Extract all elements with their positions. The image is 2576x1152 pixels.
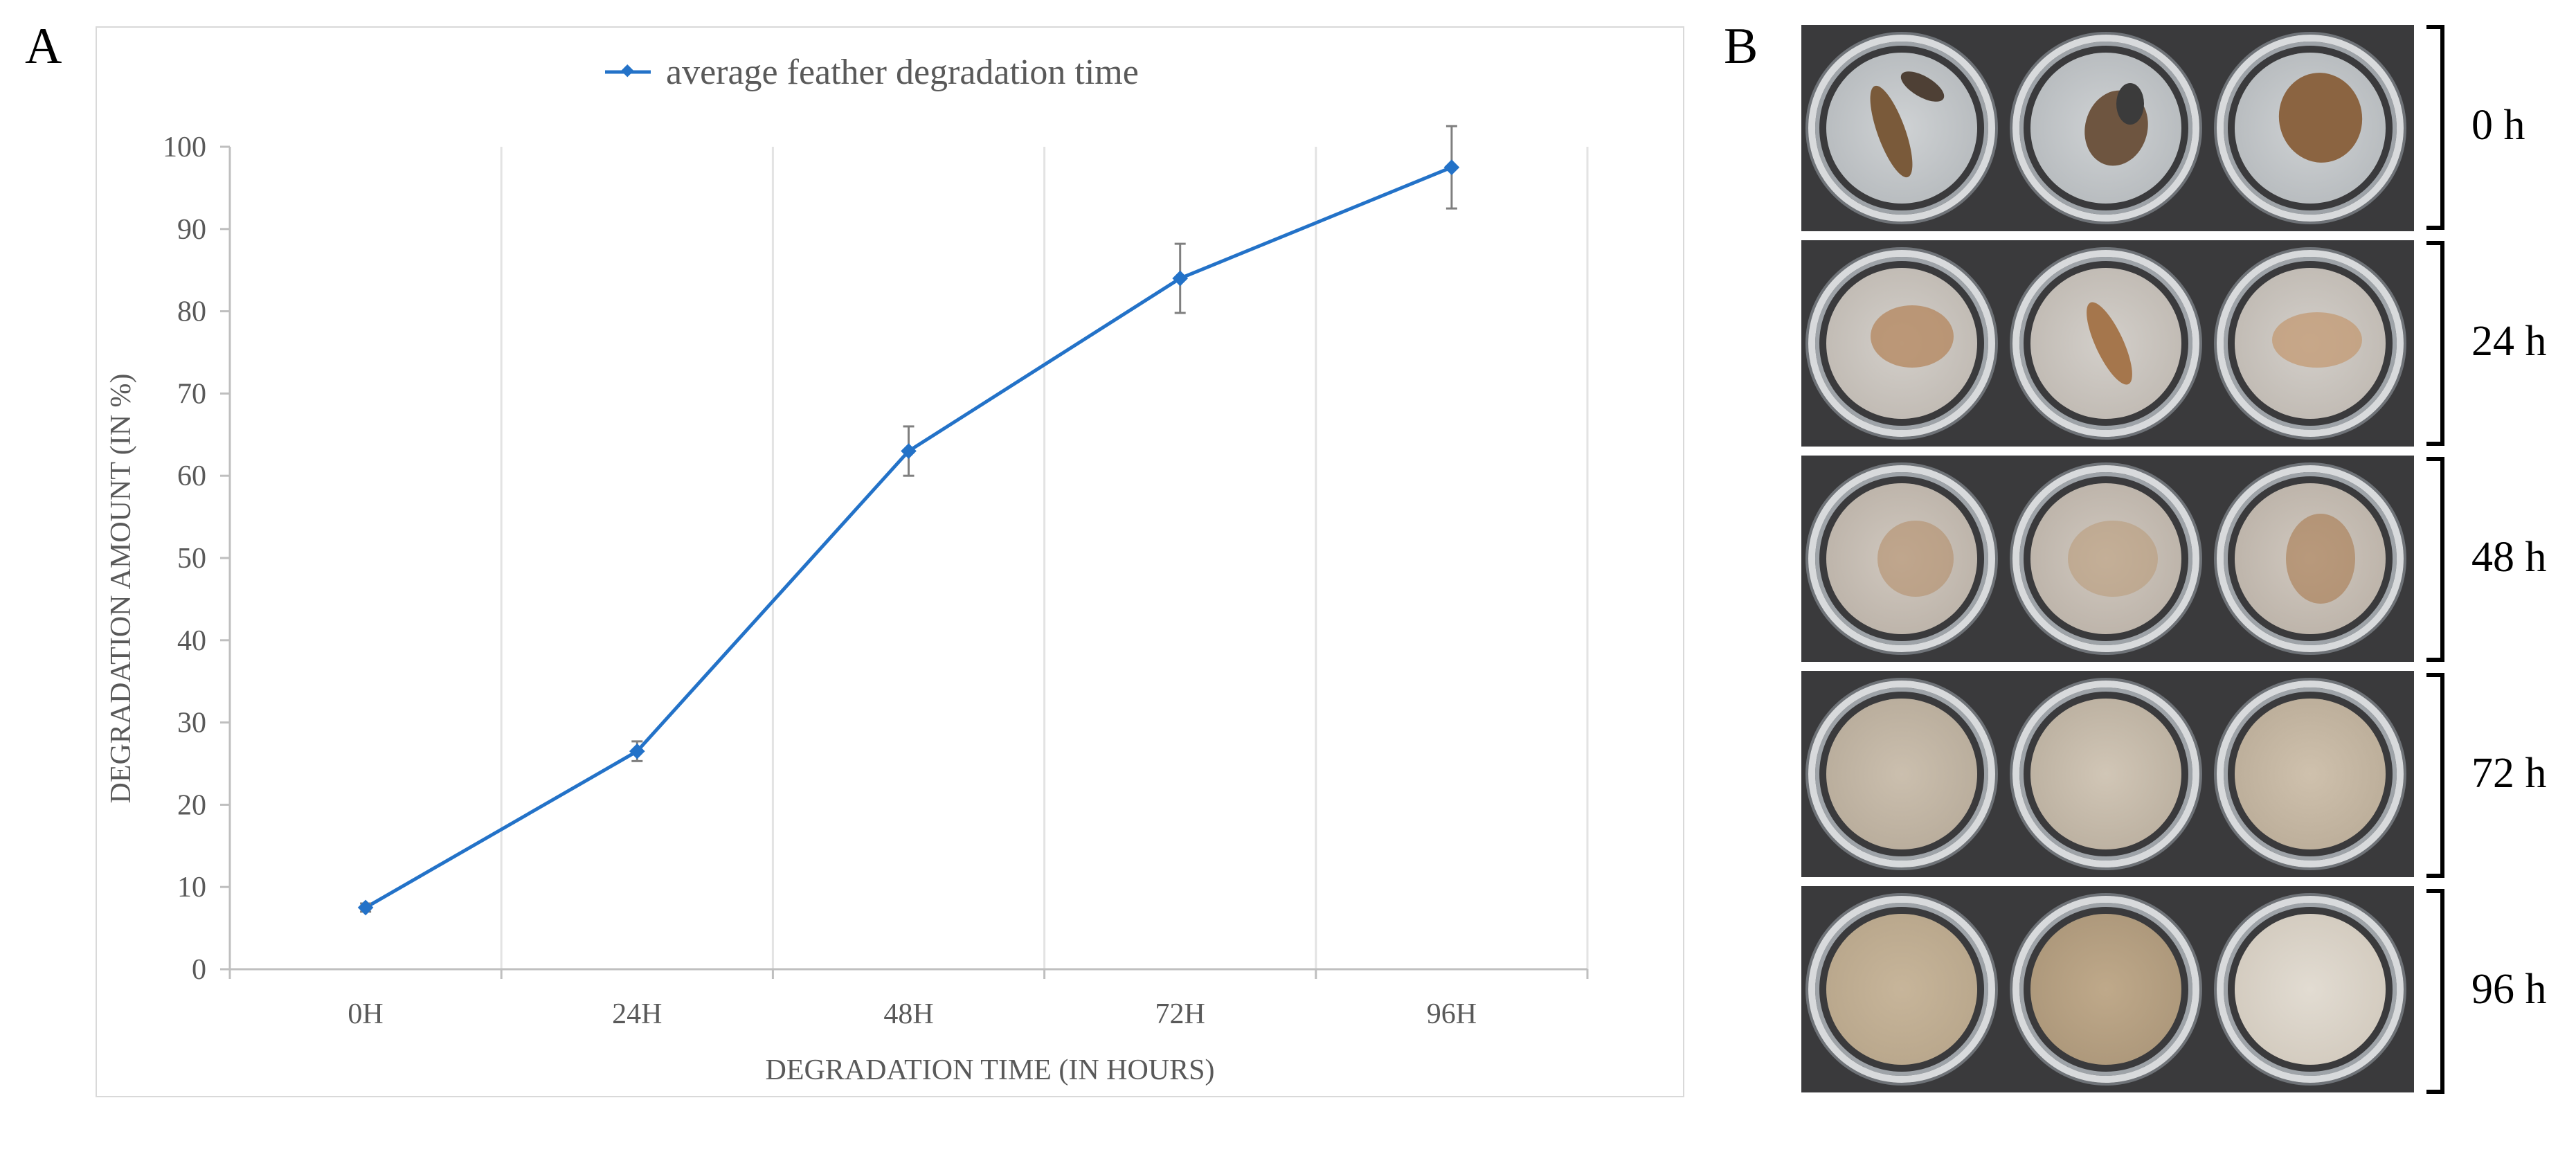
data-point <box>1172 270 1189 287</box>
x-tick-label: 24H <box>612 998 662 1030</box>
legend: average feather degradation time <box>605 53 1139 92</box>
series-line <box>364 165 1452 910</box>
petri-dish <box>2217 465 2404 652</box>
gridlines <box>228 147 1589 969</box>
time-bracket <box>2426 673 2447 878</box>
panel-label-a: A <box>25 18 62 75</box>
y-tick-label: 20 <box>177 789 206 821</box>
time-bracket <box>2426 457 2447 662</box>
y-tick-label: 30 <box>177 708 206 739</box>
petri-dish <box>1808 681 1995 867</box>
y-axis-title: DEGRADATION AMOUNT (IN %) <box>105 374 137 804</box>
photo-row-48h <box>1801 456 2414 662</box>
data-point <box>1443 159 1460 176</box>
photo-row-0h <box>1801 25 2414 231</box>
photo-row-24h <box>1801 240 2414 447</box>
petri-dish <box>2012 681 2199 867</box>
data-series <box>357 125 1460 916</box>
petri-dish <box>2012 35 2199 222</box>
time-label-96h: 96 h <box>2471 966 2547 1013</box>
petri-dish <box>2012 465 2199 652</box>
time-bracket <box>2426 25 2447 230</box>
time-label-72h: 72 h <box>2471 750 2547 797</box>
y-tick-label: 70 <box>177 378 206 410</box>
panel-label-b: B <box>1724 18 1758 75</box>
data-point <box>357 899 374 916</box>
axes: 0 10 20 30 40 50 60 70 80 90 100 0H 24H 48H 72H 96H <box>163 132 1589 1030</box>
petri-dish <box>2217 681 2404 867</box>
legend-label: average feather degradation time <box>666 53 1139 92</box>
y-tick-label: 90 <box>177 214 206 246</box>
x-tick-label: 0H <box>348 998 383 1030</box>
time-bracket <box>2426 889 2447 1094</box>
petri-dish <box>2217 896 2404 1083</box>
y-tick-label: 40 <box>177 625 206 657</box>
x-tick-label: 96H <box>1427 998 1477 1030</box>
data-point <box>629 743 645 759</box>
legend-marker <box>621 64 634 78</box>
time-label-0h: 0 h <box>2471 102 2525 149</box>
x-axis-title: DEGRADATION TIME (IN HOURS) <box>765 1054 1214 1086</box>
time-label-24h: 24 h <box>2471 318 2547 365</box>
data-point <box>901 443 917 459</box>
petri-dish <box>1808 465 1995 652</box>
x-tick-label: 72H <box>1155 998 1205 1030</box>
petri-dish <box>1808 35 1995 222</box>
petri-dish <box>1808 896 1995 1083</box>
x-tick-label: 48H <box>883 998 933 1030</box>
photo-row-72h <box>1801 671 2414 877</box>
petri-dish <box>2217 35 2404 222</box>
petri-dish <box>2217 250 2404 437</box>
y-tick-label: 60 <box>177 460 206 492</box>
y-tick-label: 50 <box>177 543 206 575</box>
y-tick-label: 100 <box>163 132 206 163</box>
petri-dish <box>1808 250 1995 437</box>
y-tick-label: 0 <box>192 954 206 986</box>
line-chart-panel: 0 10 20 30 40 50 60 70 80 90 100 0H 24H 48H 72H 96H ave… <box>96 26 1684 1097</box>
petri-dish <box>2012 896 2199 1083</box>
chart-canvas: 0 10 20 30 40 50 60 70 80 90 100 0H 24H 48H 72H 96H ave… <box>105 53 1589 1086</box>
time-label-48h: 48 h <box>2471 534 2547 581</box>
y-tick-label: 10 <box>177 872 206 903</box>
petri-dish <box>2012 250 2199 437</box>
photo-row-96h <box>1801 886 2414 1092</box>
photo-panel <box>1801 25 2414 1101</box>
time-bracket <box>2426 241 2447 446</box>
y-tick-label: 80 <box>177 296 206 328</box>
